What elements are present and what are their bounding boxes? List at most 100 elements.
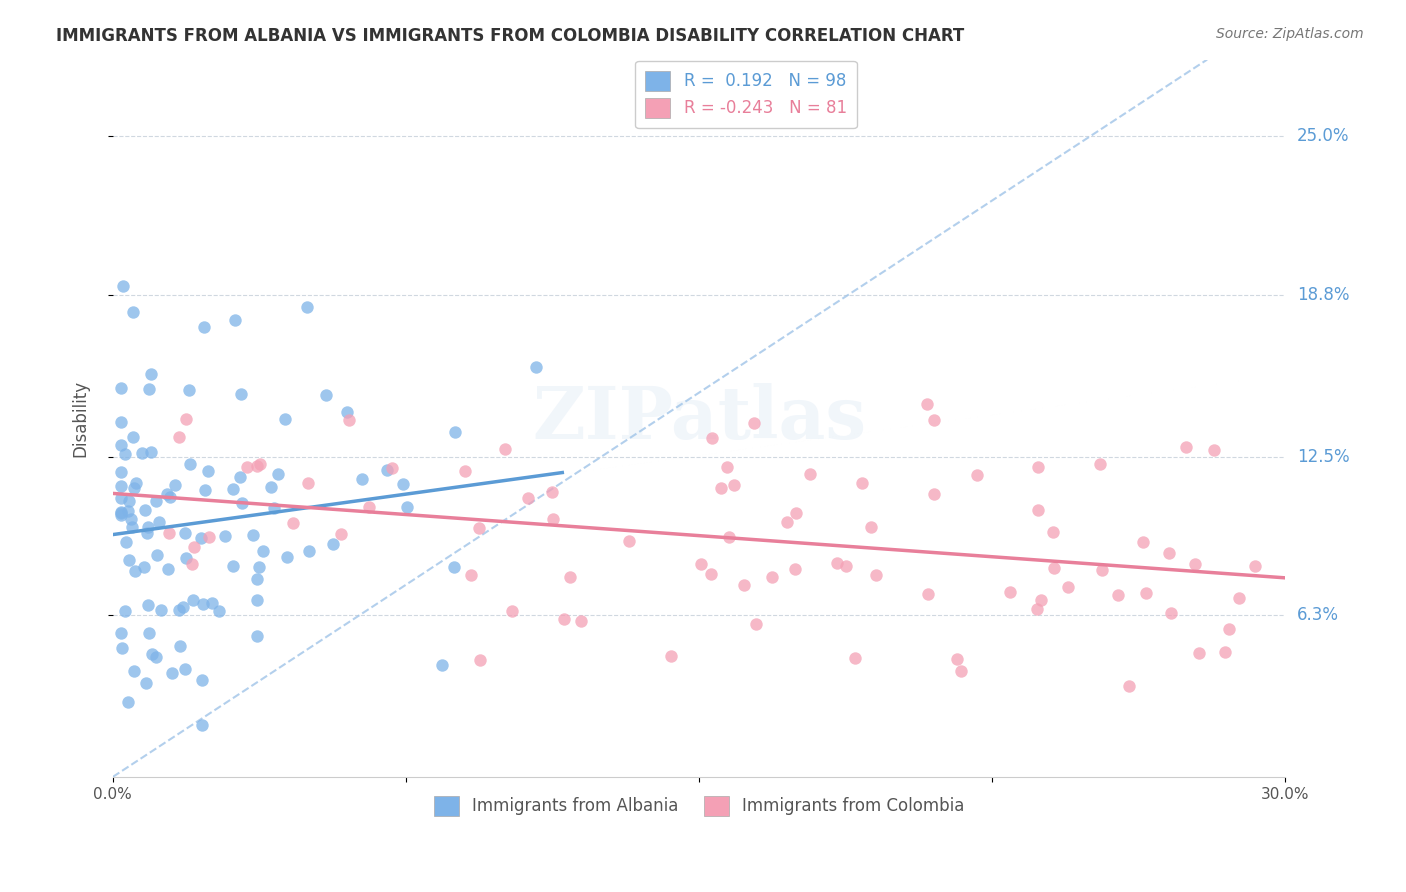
Point <box>1091 563 1114 577</box>
Point <box>191 597 214 611</box>
Point <box>247 559 270 574</box>
Text: Source: ZipAtlas.com: Source: ZipAtlas.com <box>1216 27 1364 41</box>
Point <box>966 467 988 482</box>
Point <box>560 570 582 584</box>
Point <box>222 482 245 496</box>
Text: 18.8%: 18.8% <box>1296 286 1350 304</box>
Point <box>745 617 768 632</box>
Point <box>851 475 873 490</box>
Point <box>110 465 132 479</box>
Point <box>825 556 848 570</box>
Point <box>924 412 946 426</box>
Text: 25.0%: 25.0% <box>1296 128 1350 145</box>
Point <box>246 572 269 586</box>
Point <box>111 640 134 655</box>
Point <box>157 562 180 576</box>
Point <box>246 593 269 607</box>
Text: 6.3%: 6.3% <box>1296 607 1339 624</box>
Point <box>785 506 807 520</box>
Point <box>181 557 204 571</box>
Point <box>169 639 191 653</box>
Point <box>194 483 217 497</box>
Point <box>114 604 136 618</box>
Point <box>329 527 352 541</box>
Point <box>169 603 191 617</box>
Point <box>1135 586 1157 600</box>
Point <box>224 312 246 326</box>
Point <box>120 512 142 526</box>
Point <box>553 612 575 626</box>
Point <box>145 494 167 508</box>
Point <box>183 540 205 554</box>
Point <box>229 470 252 484</box>
Point <box>231 496 253 510</box>
Point <box>336 405 359 419</box>
Point <box>617 534 640 549</box>
Point <box>1213 645 1236 659</box>
Point <box>249 457 271 471</box>
Point <box>174 551 197 566</box>
Point <box>1204 443 1226 458</box>
Point <box>776 515 799 529</box>
Point <box>174 412 197 426</box>
Point <box>121 430 143 444</box>
Point <box>945 652 967 666</box>
Point <box>541 485 564 500</box>
Point <box>468 653 491 667</box>
Point <box>689 557 711 571</box>
Point <box>444 425 467 439</box>
Point <box>799 467 821 482</box>
Point <box>949 664 972 678</box>
Point <box>141 367 163 381</box>
Point <box>263 500 285 515</box>
Point <box>1088 457 1111 471</box>
Point <box>157 525 180 540</box>
Point <box>716 460 738 475</box>
Point <box>297 475 319 490</box>
Point <box>121 519 143 533</box>
Point <box>118 552 141 566</box>
Point <box>132 560 155 574</box>
Point <box>149 603 172 617</box>
Point <box>110 626 132 640</box>
Point <box>156 487 179 501</box>
Point <box>375 463 398 477</box>
Point <box>1188 646 1211 660</box>
Point <box>260 480 283 494</box>
Point <box>122 481 145 495</box>
Point <box>517 491 540 505</box>
Point <box>1026 602 1049 616</box>
Point <box>723 478 745 492</box>
Point <box>922 487 945 501</box>
Point <box>1227 591 1250 606</box>
Point <box>917 587 939 601</box>
Point <box>1218 622 1240 636</box>
Point <box>183 593 205 607</box>
Point <box>733 578 755 592</box>
Point <box>110 508 132 523</box>
Point <box>148 515 170 529</box>
Point <box>167 430 190 444</box>
Point <box>146 548 169 562</box>
Point <box>699 566 721 581</box>
Point <box>222 558 245 573</box>
Point <box>494 442 516 456</box>
Point <box>395 500 418 514</box>
Point <box>1132 534 1154 549</box>
Point <box>710 481 733 495</box>
Point <box>114 534 136 549</box>
Point <box>443 560 465 574</box>
Point <box>1029 592 1052 607</box>
Point <box>179 383 201 397</box>
Point <box>141 647 163 661</box>
Point <box>110 506 132 520</box>
Point <box>430 657 453 672</box>
Point <box>998 585 1021 599</box>
Legend: Immigrants from Albania, Immigrants from Colombia: Immigrants from Albania, Immigrants from… <box>423 786 974 826</box>
Point <box>267 467 290 481</box>
Point <box>295 300 318 314</box>
Point <box>136 598 159 612</box>
Point <box>110 381 132 395</box>
Point <box>110 506 132 520</box>
Y-axis label: Disability: Disability <box>72 380 89 457</box>
